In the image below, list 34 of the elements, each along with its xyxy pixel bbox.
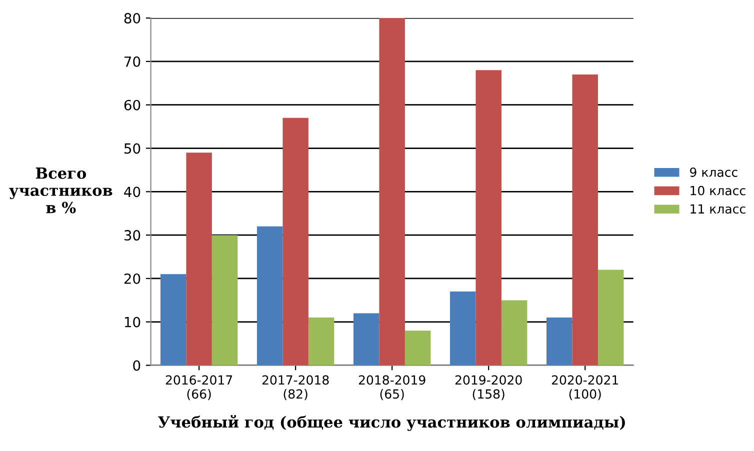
bar	[572, 74, 598, 366]
bar	[282, 118, 308, 366]
bar	[353, 313, 380, 366]
bar	[501, 300, 528, 366]
y-tick-label: 70	[124, 56, 140, 67]
bar	[598, 270, 624, 366]
bar	[450, 292, 476, 366]
y-tick-label: 40	[124, 186, 140, 198]
x-tick-label: 2019-2020 (158)	[455, 375, 522, 400]
bar	[476, 70, 502, 366]
bar	[404, 330, 431, 366]
x-tick-label: 2016-2017 (66)	[166, 375, 232, 400]
legend-label: 11 класс	[690, 204, 746, 214]
y-tick-label: 0	[133, 360, 140, 371]
x-axis-title: Учебный год (общее число участников олимпиады)	[158, 415, 625, 431]
y-axis-title: Всего участников в %	[9, 168, 112, 214]
bar	[256, 226, 283, 366]
bar	[212, 235, 238, 366]
y-tick-label: 60	[124, 100, 140, 110]
x-tick-label: 2018-2019 (65)	[358, 375, 426, 400]
y-tick-label: 80	[124, 13, 140, 24]
bar	[379, 18, 405, 366]
bar	[546, 318, 572, 366]
y-tick-label: 20	[124, 273, 140, 284]
legend-label: 9 класс	[690, 168, 738, 177]
bar	[186, 152, 212, 366]
x-tick-label: 2017-2018 (82)	[262, 375, 329, 400]
y-tick-label: 30	[124, 230, 140, 241]
y-tick-label: 50	[124, 143, 140, 154]
bar	[308, 318, 334, 366]
x-tick-label: 2020-2021 (100)	[552, 375, 618, 400]
y-tick-label: 10	[124, 316, 140, 328]
bar	[160, 274, 186, 366]
legend-label: 10 класс	[690, 186, 746, 196]
